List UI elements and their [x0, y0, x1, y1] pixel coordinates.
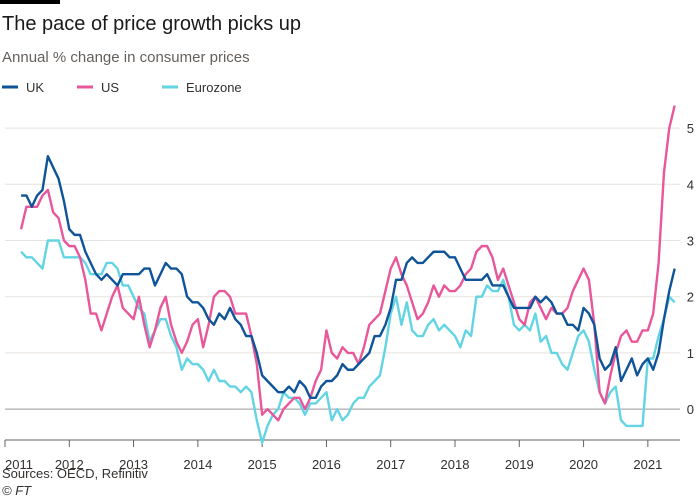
x-tick-label: 2013 — [119, 457, 148, 472]
y-tick-label: 3 — [687, 233, 694, 248]
credit: © FT — [2, 483, 32, 498]
y-tick-label: 4 — [687, 177, 694, 192]
x-tick-label: 2012 — [55, 457, 84, 472]
series-line — [20, 239, 676, 445]
legend-label: US — [101, 80, 119, 95]
chart-title: The pace of price growth picks up — [2, 13, 301, 35]
chart-subtitle: Annual % change in consumer prices — [2, 49, 250, 66]
x-tick-label: 2011 — [5, 457, 33, 472]
x-tick-label: 2020 — [569, 457, 598, 472]
y-tick-label: 2 — [687, 290, 694, 305]
source: Sources: OECD, Refinitiv — [2, 466, 148, 481]
legend-label: Eurozone — [186, 80, 242, 95]
legend-label: UK — [26, 80, 44, 95]
y-tick-label: 1 — [687, 346, 694, 361]
series-line — [21, 155, 676, 400]
x-tick-label: 2018 — [441, 457, 470, 472]
x-tick-label: 2015 — [248, 457, 277, 472]
series-line — [19, 105, 676, 422]
x-tick-label: 2016 — [312, 457, 341, 472]
y-tick-label: 0 — [687, 402, 694, 417]
y-tick-label: 5 — [687, 121, 694, 136]
x-tick-label: 2019 — [505, 457, 534, 472]
x-tick-label: 2021 — [633, 457, 662, 472]
ft-bar — [0, 0, 60, 4]
x-tick-label: 2017 — [376, 457, 405, 472]
x-tick-label: 2014 — [183, 457, 212, 472]
